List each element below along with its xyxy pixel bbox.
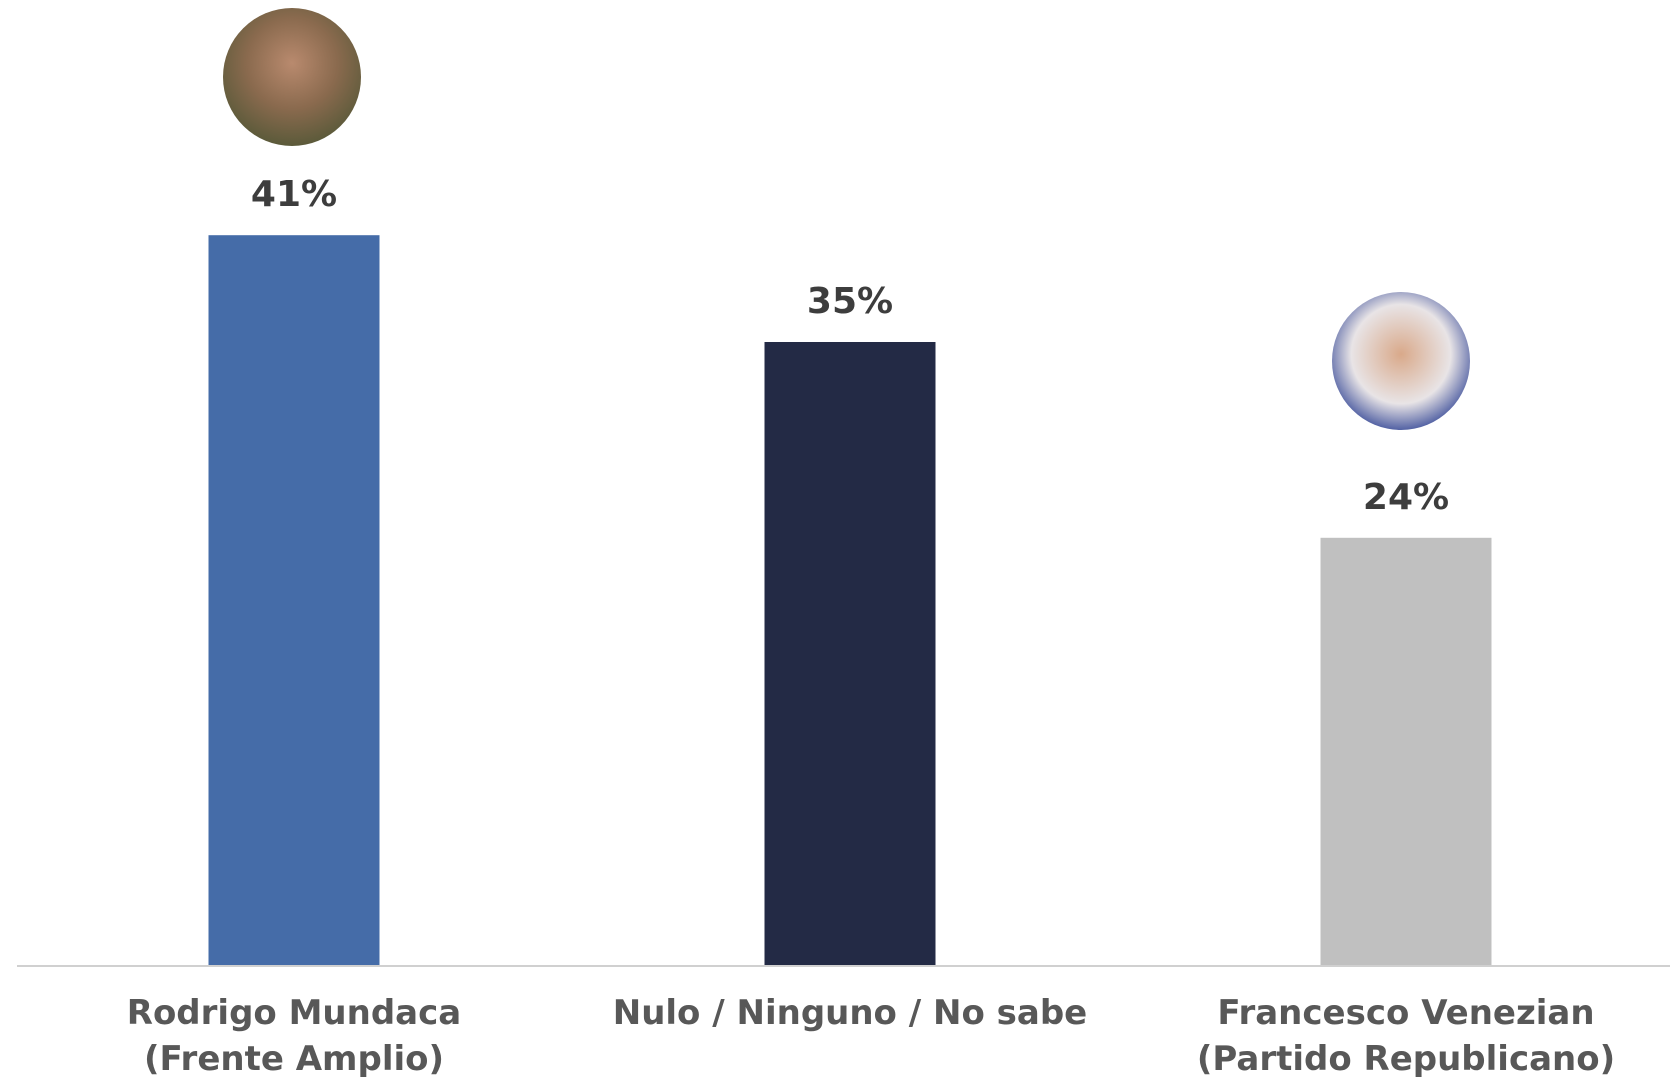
- bar: [764, 342, 936, 965]
- bar: [1320, 537, 1492, 965]
- x-tick-label: Nulo / Ninguno / No sabe: [612, 993, 1088, 1033]
- candidate-photo: [223, 8, 361, 146]
- bar: [208, 235, 380, 965]
- x-tick-label: Rodrigo Mundaca (Frente Amplio): [126, 993, 462, 1079]
- value-label: 35%: [807, 281, 893, 322]
- candidate-photo: [1332, 292, 1470, 430]
- x-tick-label: Francesco Venezian (Partido Republicano): [1196, 993, 1616, 1079]
- value-label: 24%: [1363, 477, 1449, 518]
- value-label: 41%: [251, 174, 337, 215]
